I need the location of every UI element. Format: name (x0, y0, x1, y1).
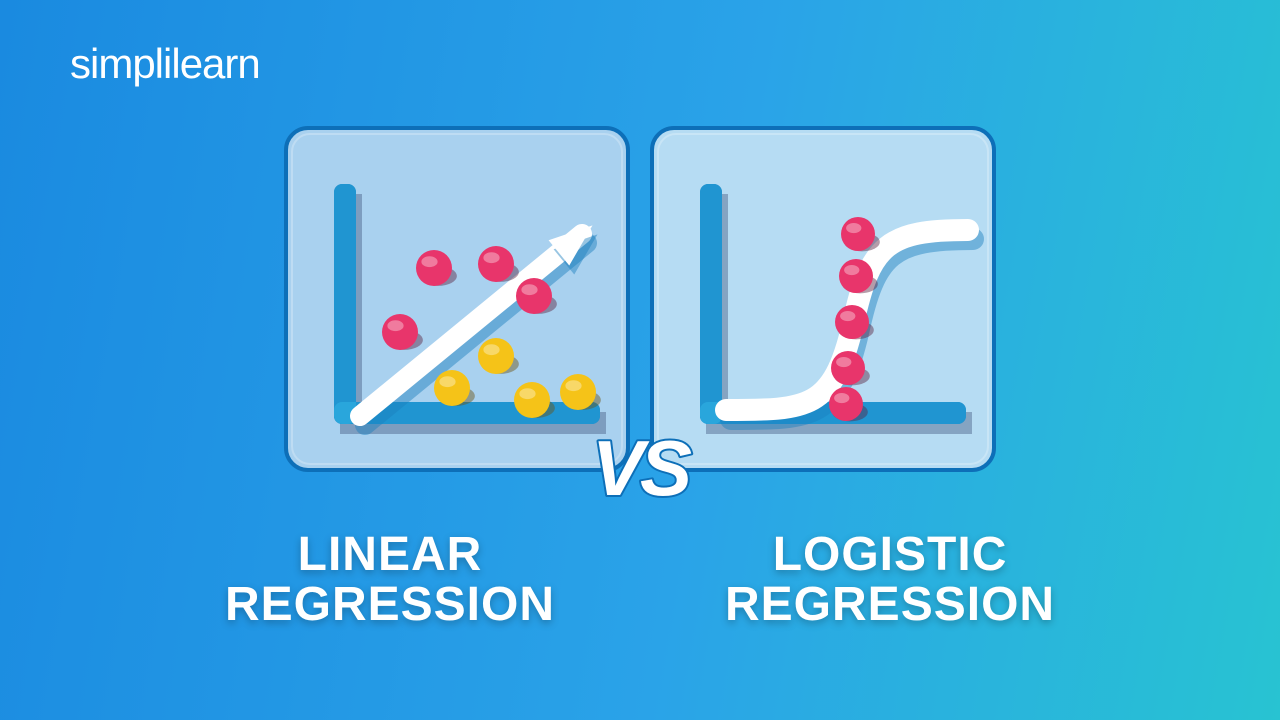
logistic-label: LOGISTIC REGRESSION (725, 530, 1055, 631)
labels-row: LINEAR REGRESSION LOGISTIC REGRESSION (0, 530, 1280, 631)
brand-logo: simplilearn (70, 40, 260, 88)
svg-text:VS: VS (592, 424, 692, 512)
logistic-label-line2: REGRESSION (725, 580, 1055, 630)
linear-label: LINEAR REGRESSION (225, 530, 555, 631)
logo-left: simpl (70, 40, 163, 87)
logo-right: learn (171, 40, 259, 87)
vs-badge: VS (560, 415, 720, 530)
linear-label-line1: LINEAR (225, 530, 555, 580)
logistic-label-line1: LOGISTIC (725, 530, 1055, 580)
logo-sep: i (163, 40, 171, 88)
linear-label-line2: REGRESSION (225, 580, 555, 630)
